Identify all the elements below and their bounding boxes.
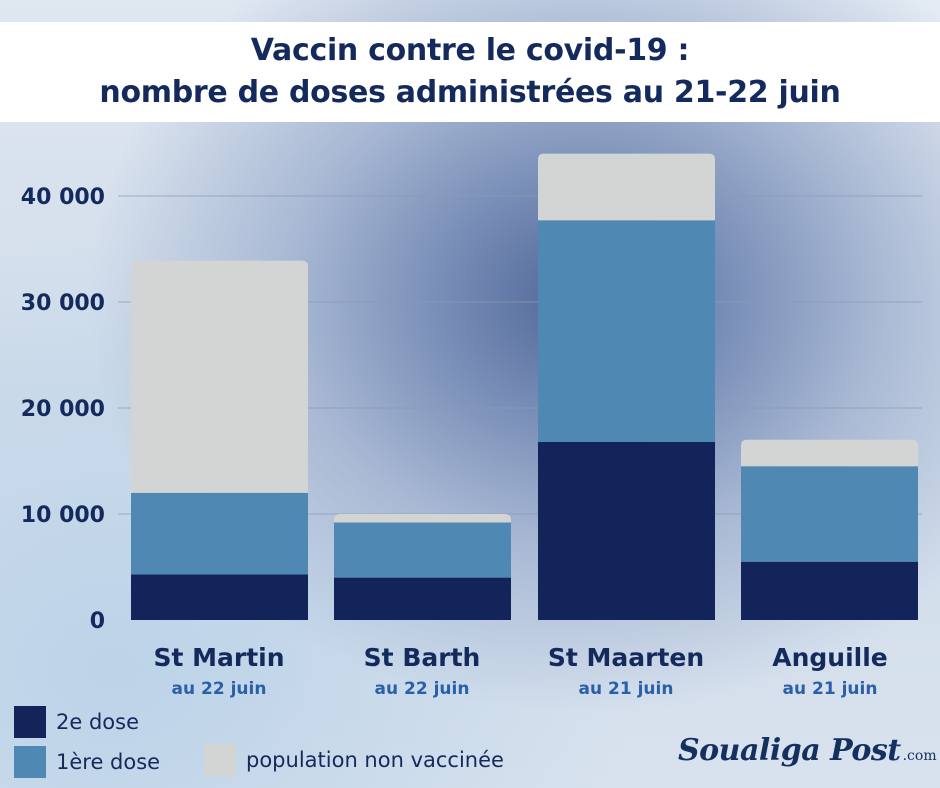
- legend-item-unvaccinated: population non vaccinée: [204, 744, 504, 776]
- legend-swatch-unvaccinated: [204, 744, 236, 776]
- bar-segment-unvaccinated-1: [334, 514, 511, 523]
- y-tick-label: 40 000: [21, 185, 105, 210]
- bar-segment-dose2-3: [741, 561, 918, 620]
- bar-segment-unvaccinated-3: [741, 439, 918, 467]
- legend-swatch-dose2: [14, 706, 46, 738]
- legend-item-dose2: 2e dose: [14, 706, 139, 738]
- logo-main-text: Soualiga Post: [678, 733, 901, 768]
- y-tick-label: 20 000: [21, 397, 105, 422]
- y-tick-label: 30 000: [21, 291, 105, 316]
- x-category-label: Anguille: [772, 643, 888, 672]
- legend-label-dose1: 1ère dose: [56, 750, 161, 774]
- legend-swatch-dose1: [14, 746, 46, 778]
- bar-segment-unvaccinated-0: [131, 260, 308, 493]
- bar-segment-dose1-1: [334, 522, 511, 578]
- x-category-label: St Martin: [153, 643, 284, 672]
- bar-segment-unvaccinated-2: [538, 153, 715, 221]
- soualiga-post-logo: Soualiga Post .com: [678, 733, 937, 768]
- y-tick-label: 0: [90, 609, 105, 634]
- x-category-label: St Maarten: [548, 643, 704, 672]
- legend: 2e dose 1ère dose population non vacciné…: [14, 706, 594, 782]
- logo-suffix-text: .com: [902, 748, 937, 764]
- legend-label-dose2: 2e dose: [56, 710, 139, 734]
- chart-title-line1: Vaccin contre le covid-19 :: [250, 33, 690, 68]
- title-band: Vaccin contre le covid-19 : nombre de do…: [0, 22, 940, 122]
- bar-segment-dose2-2: [538, 441, 715, 620]
- x-category-subtitle: au 22 juin: [172, 679, 267, 699]
- chart-title-line2: nombre de doses administrées au 21-22 ju…: [99, 75, 841, 110]
- y-tick-label: 10 000: [21, 503, 105, 528]
- legend-label-unvaccinated: population non vaccinée: [246, 748, 504, 772]
- x-category-subtitle: au 22 juin: [375, 679, 470, 699]
- bar-segment-dose2-0: [131, 574, 308, 620]
- x-category-label: St Barth: [364, 643, 481, 672]
- bar-segment-dose2-1: [334, 577, 511, 620]
- x-category-subtitle: au 21 juin: [783, 679, 878, 699]
- bar-segment-dose1-0: [131, 492, 308, 575]
- legend-item-dose1: 1ère dose: [14, 746, 160, 778]
- x-category-subtitle: au 21 juin: [579, 679, 674, 699]
- x-axis: St Martin au 22 juin St Barth au 22 juin St …: [153, 643, 887, 699]
- bar-segment-dose1-3: [741, 466, 918, 562]
- y-axis: 0 10 000 20 000 30 000 40 000: [21, 185, 105, 634]
- bar-segment-dose1-2: [538, 220, 715, 442]
- bars-layer: [131, 153, 918, 620]
